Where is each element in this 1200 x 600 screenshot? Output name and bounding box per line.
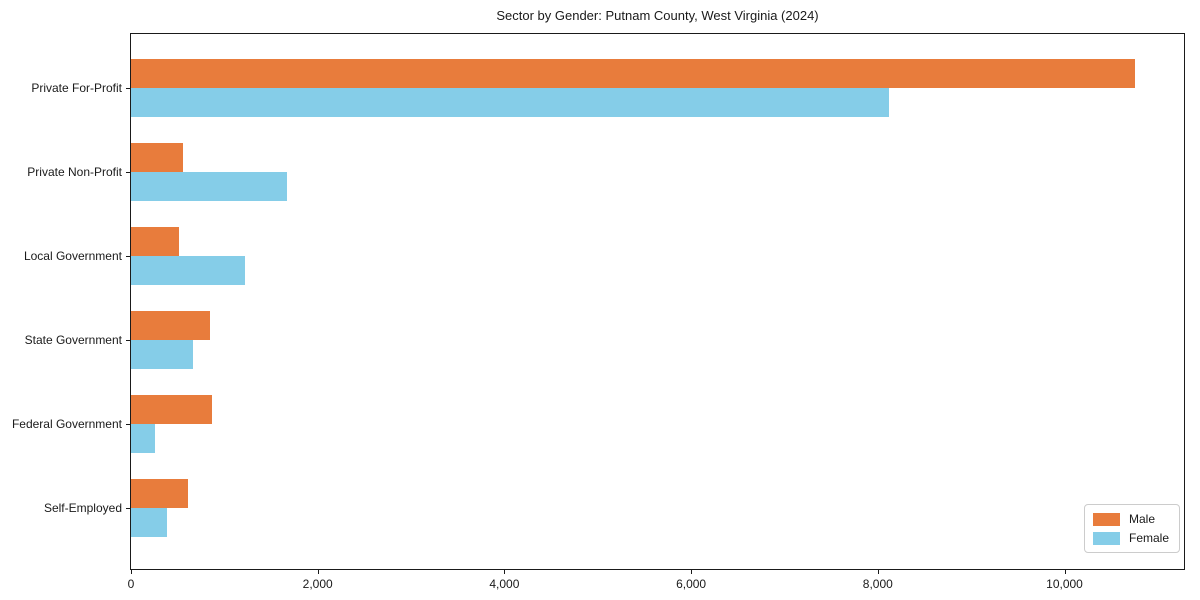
y-axis-tick (126, 256, 130, 257)
y-axis-label: Federal Government (11, 417, 122, 431)
x-axis-tick (504, 570, 506, 574)
x-axis-tick-label: 8,000 (862, 577, 893, 591)
bar-male-self-employed (131, 479, 188, 508)
x-axis-tick (877, 570, 879, 574)
x-axis-tick (691, 570, 693, 574)
plot-area (130, 33, 1185, 570)
y-axis-tick (126, 508, 130, 509)
x-axis-tick-label: 6,000 (676, 577, 707, 591)
y-axis-label: State Government (24, 333, 122, 347)
legend-item-male: Male (1092, 512, 1169, 526)
x-axis-tick-label: 10,000 (1046, 577, 1083, 591)
y-axis-label: Private For-Profit (31, 81, 122, 95)
bar-female-state-government (131, 340, 193, 369)
bar-female-private-non-profit (131, 172, 287, 201)
y-axis-label: Private Non-Profit (27, 165, 122, 179)
bar-male-private-non-profit (131, 143, 183, 172)
y-axis-tick (126, 340, 130, 341)
bar-male-local-government (131, 227, 179, 256)
x-axis-tick (317, 570, 319, 574)
legend: Male Female (1083, 504, 1180, 553)
y-axis-tick (126, 88, 130, 89)
legend-swatch-male (1092, 512, 1120, 526)
legend-swatch-female (1092, 531, 1120, 545)
bar-female-local-government (131, 256, 245, 285)
x-axis-tick-label: 0 (127, 577, 135, 591)
bar-male-federal-government (131, 395, 212, 424)
bar-male-state-government (131, 311, 210, 340)
bar-female-private-for-profit (131, 88, 889, 117)
x-axis-tick (131, 570, 132, 574)
y-axis-label: Local Government (23, 249, 122, 263)
chart-title: Sector by Gender: Putnam County, West Vi… (496, 8, 819, 23)
x-axis-tick (1064, 570, 1066, 574)
legend-item-female: Female (1092, 531, 1169, 545)
bar-female-self-employed (131, 508, 167, 537)
bar-female-federal-government (131, 424, 155, 453)
y-axis-label: Self-Employed (43, 501, 122, 515)
y-axis-tick (126, 172, 130, 173)
y-axis-tick (126, 424, 130, 425)
x-axis-tick-label: 2,000 (302, 577, 333, 591)
x-axis-tick-label: 4,000 (489, 577, 520, 591)
legend-label: Male (1128, 512, 1155, 526)
legend-label: Female (1128, 531, 1169, 545)
bar-male-private-for-profit (131, 59, 1135, 88)
